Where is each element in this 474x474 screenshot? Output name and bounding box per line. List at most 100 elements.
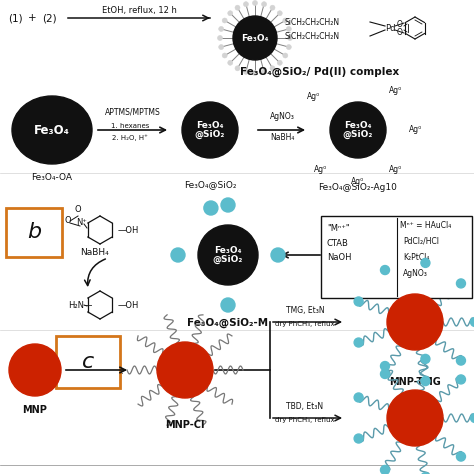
- Text: Ag⁰: Ag⁰: [307, 92, 320, 101]
- Circle shape: [286, 45, 292, 50]
- Text: @SiO₂: @SiO₂: [195, 130, 225, 139]
- Circle shape: [235, 5, 240, 10]
- Circle shape: [288, 36, 292, 40]
- Circle shape: [421, 258, 430, 267]
- Text: "Mⁿ⁺": "Mⁿ⁺": [327, 224, 350, 233]
- Text: dry PhCH₃, reflux: dry PhCH₃, reflux: [275, 321, 335, 327]
- Text: TBD, Et₃N: TBD, Et₃N: [286, 401, 324, 410]
- Circle shape: [283, 53, 288, 58]
- Text: NaBH₄: NaBH₄: [81, 247, 109, 256]
- Circle shape: [316, 88, 400, 172]
- Circle shape: [219, 45, 224, 50]
- Text: MNP-Cl: MNP-Cl: [165, 420, 205, 430]
- Text: H₂N—: H₂N—: [68, 301, 92, 310]
- Text: (1): (1): [8, 13, 23, 23]
- Text: MNP-TMG: MNP-TMG: [389, 377, 441, 387]
- Circle shape: [198, 225, 258, 285]
- Text: c: c: [82, 352, 94, 372]
- Circle shape: [456, 452, 465, 461]
- Circle shape: [184, 211, 272, 299]
- Circle shape: [168, 88, 252, 172]
- Circle shape: [171, 248, 185, 262]
- Text: Ag⁰: Ag⁰: [410, 126, 423, 135]
- Circle shape: [9, 344, 61, 396]
- Text: PdCl₂/HCl: PdCl₂/HCl: [403, 237, 439, 246]
- Circle shape: [262, 2, 266, 7]
- Circle shape: [228, 11, 233, 16]
- Circle shape: [262, 69, 266, 74]
- Circle shape: [471, 413, 474, 422]
- Text: N⁺: N⁺: [77, 218, 87, 227]
- Text: AgNO₃: AgNO₃: [403, 268, 428, 277]
- Circle shape: [270, 66, 275, 71]
- Circle shape: [244, 69, 248, 74]
- Circle shape: [381, 369, 390, 378]
- Text: APTMS/MPTMS: APTMS/MPTMS: [105, 108, 161, 117]
- Text: Fe₃O₄: Fe₃O₄: [214, 246, 242, 255]
- Circle shape: [456, 279, 465, 288]
- Circle shape: [286, 27, 292, 31]
- FancyBboxPatch shape: [6, 208, 62, 257]
- Text: b: b: [27, 222, 41, 242]
- Text: Ag⁰: Ag⁰: [351, 177, 365, 186]
- Text: Ag⁰: Ag⁰: [389, 86, 402, 95]
- Circle shape: [456, 375, 465, 384]
- Text: Fe₃O₄@SiO₂-Ag10: Fe₃O₄@SiO₂-Ag10: [319, 183, 397, 192]
- Text: O: O: [64, 216, 71, 225]
- Text: Fe₃O₄: Fe₃O₄: [344, 121, 372, 130]
- Circle shape: [271, 248, 285, 262]
- Text: Fe₃O₄: Fe₃O₄: [34, 124, 70, 137]
- Text: Ag⁰: Ag⁰: [389, 165, 402, 174]
- Text: Mⁿ⁺ = HAuCl₄: Mⁿ⁺ = HAuCl₄: [400, 220, 451, 229]
- Text: Pd: Pd: [385, 24, 395, 33]
- Circle shape: [221, 198, 235, 212]
- Text: Fe₃O₄: Fe₃O₄: [196, 121, 224, 130]
- Circle shape: [381, 465, 390, 474]
- Circle shape: [204, 201, 218, 215]
- Text: K₂PtCl₄: K₂PtCl₄: [403, 253, 429, 262]
- Circle shape: [221, 298, 235, 312]
- Ellipse shape: [12, 96, 92, 164]
- Circle shape: [157, 342, 213, 398]
- Circle shape: [381, 362, 390, 371]
- Text: 1. hexanes: 1. hexanes: [111, 123, 149, 129]
- Circle shape: [421, 473, 430, 474]
- Circle shape: [354, 434, 363, 443]
- Circle shape: [253, 71, 257, 75]
- Circle shape: [283, 18, 288, 23]
- Text: Ag⁰: Ag⁰: [314, 165, 328, 174]
- Text: TMG, Et₃N: TMG, Et₃N: [286, 306, 324, 315]
- Circle shape: [270, 5, 275, 10]
- Circle shape: [354, 393, 363, 402]
- Circle shape: [421, 376, 430, 385]
- Circle shape: [235, 66, 240, 71]
- Text: @SiO₂: @SiO₂: [213, 255, 243, 264]
- Text: SiCH₂CH₂CH₂N: SiCH₂CH₂CH₂N: [285, 31, 340, 40]
- Text: Fe₃O₄: Fe₃O₄: [241, 34, 269, 43]
- Text: AgNO₃: AgNO₃: [270, 111, 294, 120]
- FancyBboxPatch shape: [56, 336, 120, 388]
- Circle shape: [387, 294, 443, 350]
- Text: NaBH₄: NaBH₄: [270, 134, 294, 143]
- Text: dry PhCH₃, reflux: dry PhCH₃, reflux: [275, 417, 335, 423]
- Text: Fe₃O₄-OA: Fe₃O₄-OA: [31, 173, 73, 182]
- Circle shape: [330, 102, 386, 158]
- Text: Fe₃O₄@SiO₂/ Pd(II) complex: Fe₃O₄@SiO₂/ Pd(II) complex: [240, 67, 400, 77]
- Circle shape: [354, 338, 363, 347]
- Text: +: +: [28, 13, 36, 23]
- Text: CTAB: CTAB: [327, 238, 349, 247]
- Circle shape: [222, 18, 227, 23]
- Circle shape: [387, 390, 443, 446]
- Circle shape: [471, 318, 474, 327]
- Text: MNP: MNP: [23, 405, 47, 415]
- Circle shape: [381, 265, 390, 274]
- Text: CPTES: CPTES: [83, 352, 109, 361]
- Circle shape: [277, 60, 282, 65]
- Circle shape: [219, 27, 224, 31]
- Circle shape: [456, 356, 465, 365]
- Text: Fe₃O₄@SiO₂-M: Fe₃O₄@SiO₂-M: [187, 318, 269, 328]
- Circle shape: [182, 102, 238, 158]
- Text: SiCH₂CH₂CH₂N: SiCH₂CH₂CH₂N: [285, 18, 340, 27]
- Circle shape: [244, 2, 248, 7]
- FancyBboxPatch shape: [321, 216, 472, 298]
